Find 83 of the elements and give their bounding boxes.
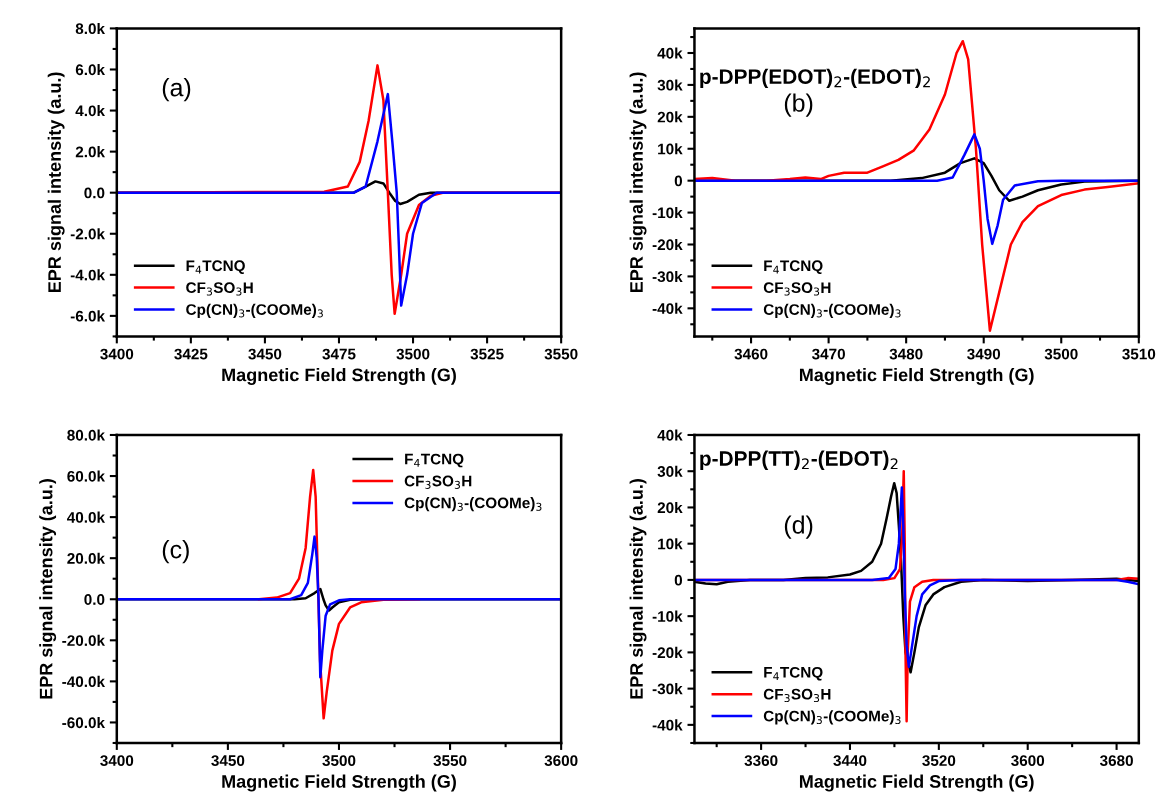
- x-tick-label: 3680: [1099, 755, 1133, 767]
- y-tick-label: 30k: [657, 465, 683, 477]
- legend-label: CF$_{3}$SO$_{3}$H: [186, 282, 253, 296]
- x-tick-label: 3600: [1011, 755, 1045, 767]
- annotation: (b): [784, 93, 813, 117]
- y-tick-label: -60.0k: [62, 716, 106, 729]
- y-tick-label: 4.0k: [75, 105, 106, 117]
- x-axis-title: Magnetic Field Strength (G): [222, 368, 456, 385]
- legend-label: CF$_{3}$SO$_{3}$H: [763, 688, 831, 703]
- y-tick-label: 40k: [657, 47, 683, 59]
- x-axis-title: Magnetic Field Strength (G): [222, 774, 456, 792]
- y-tick-label: 6.0k: [75, 63, 106, 76]
- legend-label: Cp(CN)$_{3}$-(COOMe)$_{3}$: [763, 303, 901, 318]
- y-tick-label: -10k: [652, 207, 683, 219]
- y-tick-label: -4.0k: [70, 269, 106, 281]
- y-tick-label: -40.0k: [62, 675, 106, 688]
- x-tick-label: 3600: [544, 755, 578, 767]
- y-axis-title: EPR signal intensity (a.u.): [629, 72, 647, 293]
- y-tick-label: -20.0k: [62, 634, 106, 646]
- y-tick-label: 0: [674, 175, 683, 187]
- y-axis-title: EPR signal intensity (a.u.): [47, 72, 65, 293]
- x-tick-label: 3500: [396, 348, 430, 360]
- legend-label: Cp(CN)$_{3}$-(COOMe)$_{3}$: [404, 497, 542, 512]
- legend-label: F$_{4}$TCNQ: [764, 260, 823, 275]
- y-tick-label: -30k: [652, 683, 683, 695]
- y-tick-label: 30k: [657, 79, 683, 91]
- y-tick-label: 0.0: [84, 594, 105, 605]
- y-tick-label: 20k: [657, 501, 683, 514]
- y-tick-label: -40k: [652, 302, 683, 315]
- x-tick-label: 3450: [248, 348, 282, 360]
- annotation: p-DPP(EDOT)$_{2}$-(EDOT)$_{2}$: [700, 68, 930, 89]
- annotation: (a): [162, 78, 191, 102]
- y-tick-label: -40k: [652, 719, 683, 731]
- y-tick-label: -20k: [652, 646, 683, 659]
- legend-label: Cp(CN)$_{3}$-(COOMe)$_{3}$: [186, 303, 323, 318]
- y-tick-label: 40.0k: [67, 511, 106, 523]
- legend-label: F$_{4}$TCNQ: [764, 666, 823, 681]
- y-tick-label: 20k: [657, 111, 683, 123]
- y-tick-label: 0: [674, 574, 683, 586]
- y-tick-label: 2.0k: [75, 146, 106, 158]
- x-tick-label: 3510: [1122, 348, 1156, 360]
- y-tick-label: -10k: [652, 610, 683, 622]
- legend-label: Cp(CN)$_{3}$-(COOMe)$_{3}$: [763, 710, 901, 725]
- x-tick-label: 3550: [433, 755, 467, 767]
- x-tick-label: 3480: [889, 348, 923, 360]
- annotation: (c): [162, 540, 189, 564]
- legend-label: F$_{4}$TCNQ: [405, 453, 464, 468]
- legend-label: CF$_{3}$SO$_{3}$H: [763, 282, 831, 296]
- x-tick-label: 3490: [967, 348, 1001, 360]
- x-tick-label: 3500: [322, 755, 356, 767]
- y-tick-label: 60.0k: [67, 470, 106, 482]
- y-tick-label: -6.0k: [70, 310, 106, 322]
- y-tick-label: 40k: [657, 429, 683, 441]
- x-tick-label: 3500: [1044, 348, 1078, 360]
- x-tick-label: 3425: [174, 348, 208, 360]
- y-tick-label: 8.0k: [75, 22, 106, 35]
- y-tick-label: -30k: [652, 270, 683, 283]
- x-tick-label: 3520: [922, 755, 956, 767]
- y-axis-title: EPR signal intensity (a.u.): [39, 479, 57, 699]
- x-axis-title: Magnetic Field Strength (G): [799, 368, 1034, 385]
- x-tick-label: 3470: [811, 348, 845, 360]
- x-tick-label: 3525: [470, 348, 504, 360]
- x-tick-label: 3475: [322, 348, 356, 360]
- x-tick-label: 3400: [100, 348, 134, 360]
- y-tick-label: 20.0k: [67, 552, 106, 564]
- y-tick-label: 10k: [658, 538, 683, 550]
- y-tick-label: -20k: [652, 238, 683, 251]
- x-tick-label: 3400: [100, 755, 134, 767]
- legend-label: F$_{4}$TCNQ: [186, 260, 245, 275]
- annotation: (d): [784, 515, 813, 539]
- x-tick-label: 3550: [544, 348, 578, 360]
- x-axis-title: Magnetic Field Strength (G): [799, 774, 1034, 792]
- y-tick-label: 80.0k: [67, 429, 106, 441]
- y-tick-label: 0.0: [84, 187, 105, 199]
- annotation: p-DPP(TT)$_{2}$-(EDOT)$_{2}$: [700, 450, 898, 470]
- y-tick-label: 10k: [658, 143, 683, 155]
- legend-label: CF$_{3}$SO$_{3}$H: [404, 475, 472, 489]
- x-tick-label: 3450: [211, 755, 245, 767]
- y-axis-title: EPR signal intensity (a.u.): [629, 479, 647, 699]
- x-tick-label: 3440: [833, 755, 867, 767]
- x-tick-label: 3360: [744, 755, 778, 767]
- y-tick-label: -2.0k: [70, 228, 106, 240]
- x-tick-label: 3460: [734, 348, 768, 360]
